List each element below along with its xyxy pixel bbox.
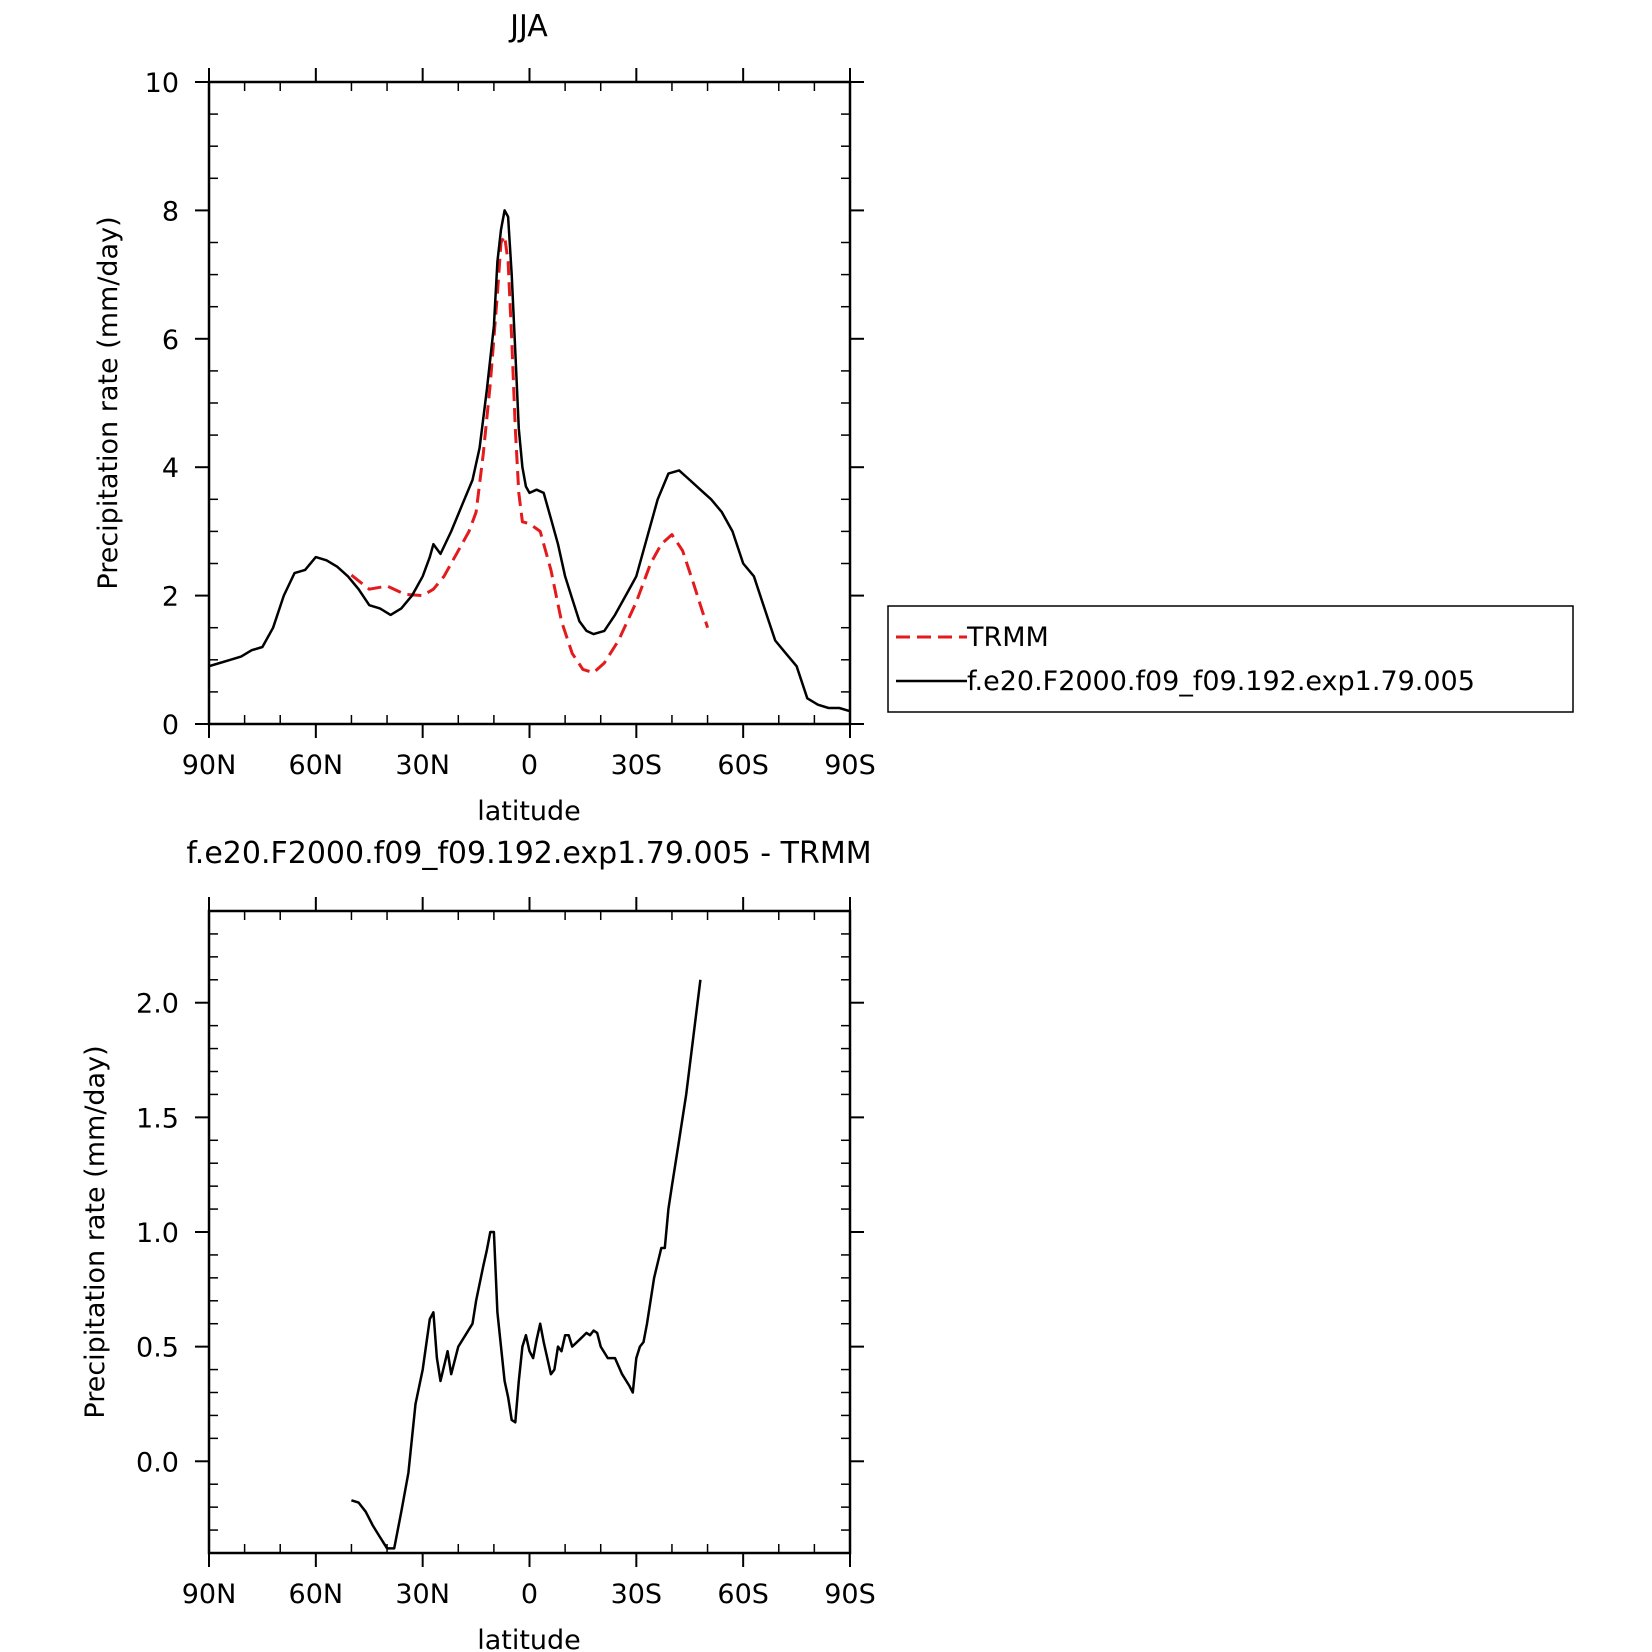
top-x-axis-title: latitude	[477, 796, 581, 827]
bottom-y-axis-title: Precipitation rate (mm/day)	[80, 1045, 111, 1418]
top-x-tick-labels: 90N 60N 30N 0 30S 60S 90S	[182, 750, 876, 781]
y-tick-label: 6	[162, 325, 179, 356]
bottom-x-axis-title: latitude	[477, 1625, 581, 1652]
bottom-plot-frame	[207, 909, 852, 1555]
y-tick-label: 8	[162, 196, 179, 227]
top-y-axis-title: Precipitation rate (mm/day)	[93, 216, 124, 589]
top-ticks	[195, 68, 864, 738]
bottom-plot-title: f.e20.F2000.f09_f09.192.exp1.79.005 - TR…	[186, 836, 871, 871]
y-tick-label: 2	[162, 582, 179, 613]
legend-label-model: f.e20.F2000.f09_f09.192.exp1.79.005	[967, 666, 1475, 697]
bottom-ticks	[195, 897, 864, 1567]
y-tick-label: 4	[162, 453, 179, 484]
top-plot-frame	[207, 80, 852, 726]
x-tick-label: 30N	[395, 750, 450, 781]
bottom-panel: f.e20.F2000.f09_f09.192.exp1.79.005 - TR…	[80, 836, 876, 1652]
bottom-x-tick-labels: 90N 60N 30N 0 30S 60S 90S	[182, 1579, 876, 1610]
x-tick-label: 30N	[395, 1579, 450, 1610]
x-tick-label: 90S	[824, 1579, 876, 1610]
series-line-model	[208, 209, 851, 713]
legend-label-trmm: TRMM	[966, 622, 1049, 653]
top-y-tick-labels: 0 2 4 6 8 10	[145, 68, 179, 741]
x-tick-label: 90N	[182, 1579, 237, 1610]
top-plot-title: JJA	[508, 9, 548, 44]
y-tick-label: 0	[162, 710, 179, 741]
series-line-trmm	[350, 234, 710, 675]
top-series-lines	[208, 209, 851, 713]
y-tick-label: 1.0	[136, 1218, 179, 1249]
x-tick-label: 0	[521, 750, 538, 781]
series-line-difference	[351, 979, 702, 1550]
x-tick-label: 30S	[611, 1579, 663, 1610]
y-tick-label: 1.5	[136, 1103, 179, 1134]
legend-box	[887, 605, 1574, 713]
x-tick-label: 90N	[182, 750, 237, 781]
legend: TRMM f.e20.F2000.f09_f09.192.exp1.79.005	[887, 605, 1574, 713]
bottom-y-tick-labels: 0.0 0.5 1.0 1.5 2.0	[136, 989, 179, 1479]
y-tick-label: 10	[145, 68, 179, 99]
top-panel: JJA 0 2 4 6 8 10 90N 60N 30N 0 30S 60S 90S latitude…	[93, 9, 876, 827]
x-tick-label: 90S	[824, 750, 876, 781]
x-tick-label: 60N	[289, 750, 344, 781]
x-tick-label: 0	[521, 1579, 538, 1610]
x-tick-label: 30S	[611, 750, 663, 781]
bottom-series-lines	[351, 979, 702, 1550]
x-tick-label: 60S	[717, 750, 769, 781]
x-tick-label: 60S	[717, 1579, 769, 1610]
y-tick-label: 2.0	[136, 989, 179, 1020]
y-tick-label: 0.5	[136, 1333, 179, 1364]
y-tick-label: 0.0	[136, 1447, 179, 1478]
x-tick-label: 60N	[289, 1579, 344, 1610]
